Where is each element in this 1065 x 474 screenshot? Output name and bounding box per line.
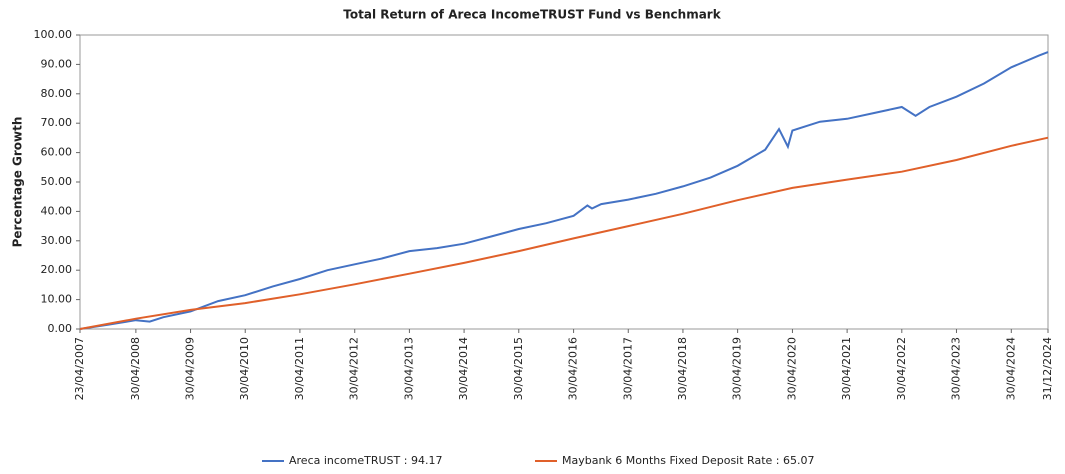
series-line <box>79 136 1049 330</box>
x-tick-label: 30/04/2021 <box>840 337 853 400</box>
x-tick-label: 30/04/2024 <box>1004 337 1017 400</box>
y-tick-label: 80.00 <box>41 87 73 100</box>
y-tick-label: 60.00 <box>41 146 73 159</box>
y-tick-label: 40.00 <box>41 204 73 217</box>
y-tick-label: 0.00 <box>48 322 73 335</box>
plot-area <box>79 34 1049 330</box>
x-tick-label: 30/04/2016 <box>567 337 580 400</box>
x-tick-label: 30/04/2019 <box>731 337 744 400</box>
x-tick-label: 30/04/2023 <box>949 337 962 400</box>
y-tick-label: 70.00 <box>41 116 73 129</box>
y-tick-label: 20.00 <box>41 263 73 276</box>
x-tick-label: 23/04/2007 <box>73 337 86 400</box>
x-tick-label: 30/04/2013 <box>402 337 415 400</box>
x-tick-label: 31/12/2024 <box>1041 337 1054 400</box>
chart-title: Total Return of Areca IncomeTRUST Fund v… <box>343 8 721 22</box>
x-tick-label: 30/04/2008 <box>129 337 142 400</box>
x-tick-label: 30/04/2014 <box>457 337 470 400</box>
x-tick-label: 30/04/2022 <box>895 337 908 400</box>
x-tick-label: 30/04/2020 <box>785 337 798 400</box>
legend-label: Maybank 6 Months Fixed Deposit Rate : 65… <box>562 454 814 467</box>
y-tick-label: 10.00 <box>41 293 73 306</box>
x-tick-label: 30/04/2018 <box>676 337 689 400</box>
y-axis-label: Percentage Growth <box>11 117 25 248</box>
y-tick-label: 50.00 <box>41 175 73 188</box>
y-tick-label: 100.00 <box>34 28 73 41</box>
legend-label: Areca incomeTRUST : 94.17 <box>289 454 442 467</box>
x-tick-label: 30/04/2015 <box>512 337 525 400</box>
y-tick-label: 90.00 <box>41 57 73 70</box>
y-tick-label: 30.00 <box>41 234 73 247</box>
x-tick-label: 30/04/2011 <box>293 337 306 400</box>
x-tick-label: 30/04/2017 <box>621 337 634 400</box>
x-tick-label: 30/04/2010 <box>238 337 251 400</box>
x-tick-label: 30/04/2009 <box>184 337 197 400</box>
x-tick-label: 30/04/2012 <box>348 337 361 400</box>
series-line <box>79 51 1049 330</box>
